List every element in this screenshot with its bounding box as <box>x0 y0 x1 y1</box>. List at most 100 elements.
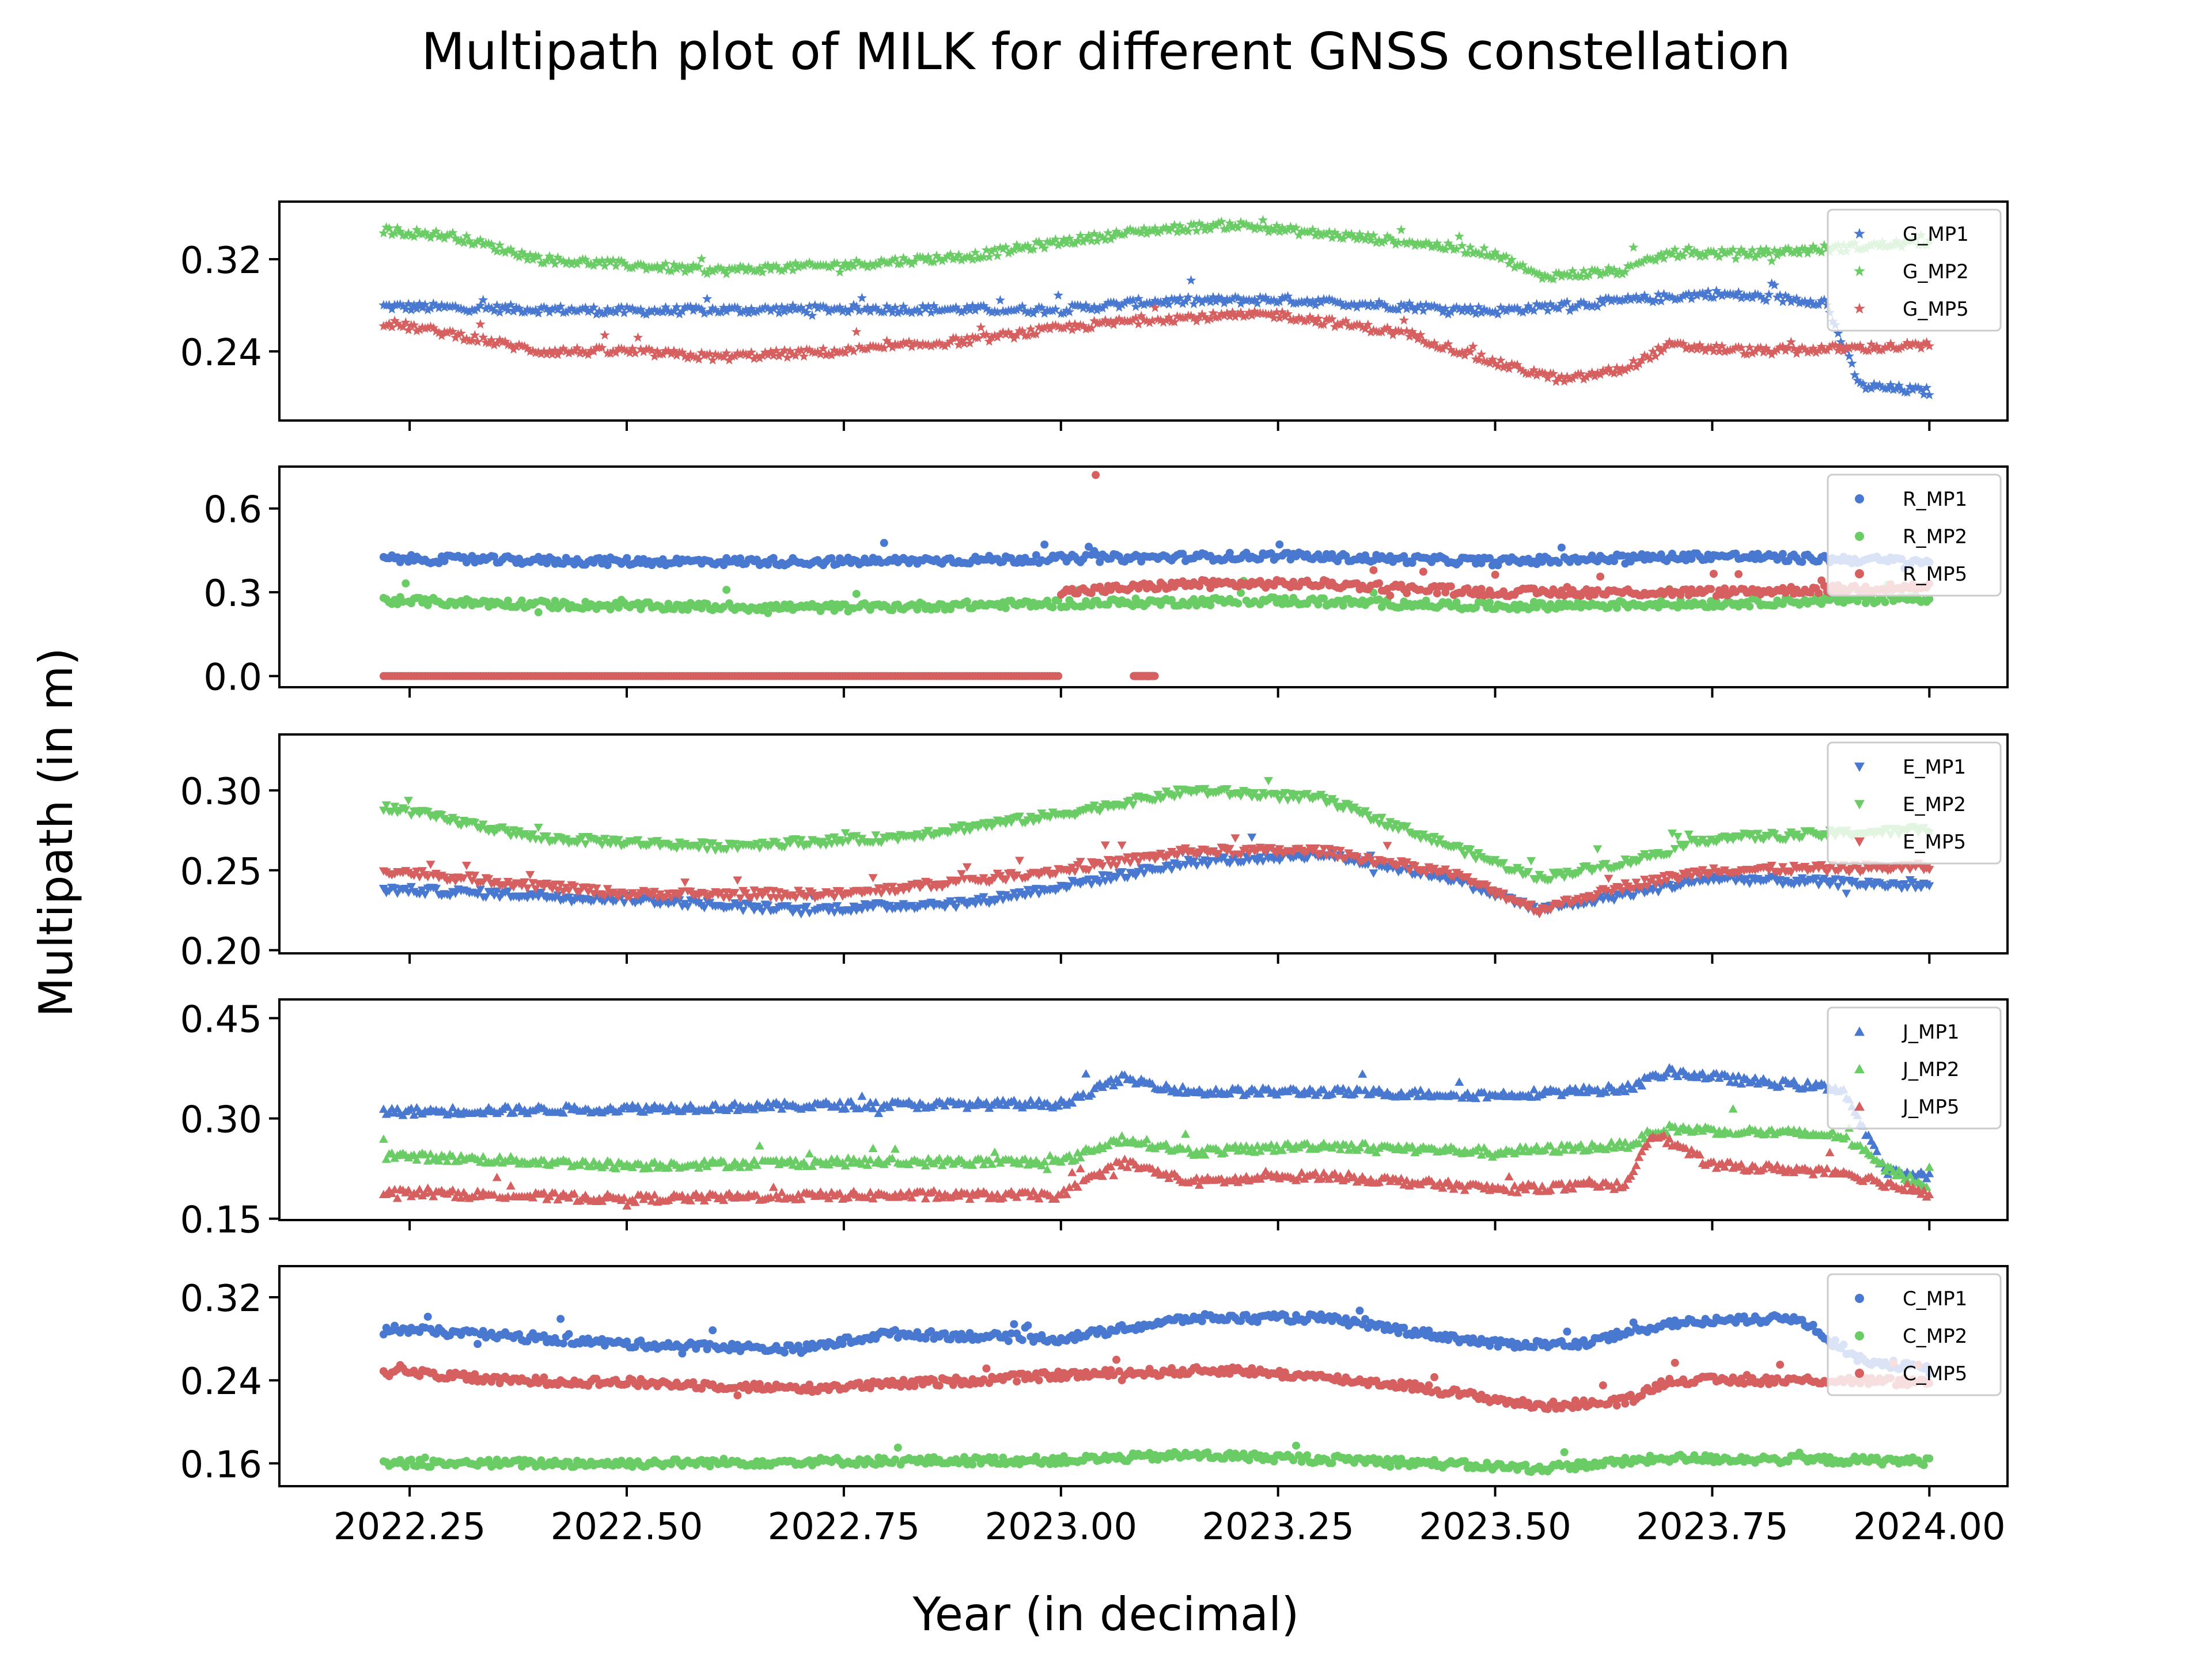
data-point <box>1423 339 1434 349</box>
data-point <box>1382 322 1393 332</box>
data-point <box>1429 241 1440 251</box>
data-point <box>884 339 895 349</box>
data-point <box>893 308 903 317</box>
data-point <box>1399 315 1409 325</box>
data-point <box>1261 791 1271 800</box>
data-point <box>563 256 574 266</box>
data-point <box>923 339 934 349</box>
data-point <box>1907 384 1918 395</box>
data-point <box>683 903 692 911</box>
data-point <box>1755 291 1766 301</box>
data-point <box>569 257 579 267</box>
data-point <box>815 349 826 359</box>
data-point <box>1084 230 1094 240</box>
data-point <box>490 552 498 561</box>
data-point <box>829 345 840 355</box>
data-point <box>970 305 980 315</box>
data-point <box>649 304 660 315</box>
data-point <box>1205 313 1215 323</box>
data-point <box>1584 369 1594 379</box>
data-point <box>1197 220 1207 230</box>
data-point <box>849 300 859 309</box>
data-point <box>1692 290 1702 300</box>
data-point <box>622 302 632 312</box>
data-point <box>1554 303 1564 313</box>
data-point <box>644 343 654 354</box>
data-point <box>411 224 422 234</box>
data-point <box>782 260 793 270</box>
figure-title: Multipath plot of MILK for different GNS… <box>421 22 1790 81</box>
data-point <box>1227 293 1238 304</box>
data-point <box>1001 604 1010 612</box>
data-point <box>1614 266 1625 276</box>
data-point <box>1808 241 1819 251</box>
data-point <box>1377 237 1387 247</box>
data-point <box>1360 234 1370 244</box>
data-point <box>547 304 558 314</box>
data-point <box>1310 844 1320 853</box>
data-point <box>445 301 455 312</box>
data-point <box>1647 297 1658 306</box>
data-point <box>1310 230 1321 240</box>
data-point <box>721 348 732 358</box>
data-point <box>1199 294 1210 304</box>
data-point <box>1738 247 1749 257</box>
data-point <box>1575 369 1586 378</box>
data-point <box>456 235 467 245</box>
data-point <box>699 267 710 276</box>
data-point <box>1711 249 1722 259</box>
data-point <box>1471 308 1481 319</box>
data-point <box>658 555 667 563</box>
data-point <box>1142 228 1152 238</box>
data-point <box>658 260 668 271</box>
data-point <box>608 255 619 265</box>
series-e-mp2 <box>378 777 1934 885</box>
data-point <box>525 346 536 356</box>
data-point <box>1484 250 1495 260</box>
data-point <box>838 261 848 271</box>
data-point <box>470 819 480 827</box>
data-point <box>1863 381 1874 392</box>
data-point <box>1584 300 1594 310</box>
data-point <box>1764 248 1774 257</box>
data-point <box>1045 324 1055 334</box>
data-point <box>603 304 613 313</box>
data-point <box>1219 310 1229 320</box>
data-point <box>1213 217 1224 228</box>
data-point <box>735 307 745 317</box>
data-point <box>1764 289 1774 299</box>
data-point <box>1451 302 1462 312</box>
data-point <box>995 295 1006 305</box>
data-point <box>384 300 395 310</box>
data-point <box>804 301 815 311</box>
data-point <box>580 302 591 312</box>
data-point <box>1761 343 1771 353</box>
data-point <box>929 339 939 350</box>
data-point <box>851 255 862 266</box>
data-point <box>1249 294 1260 304</box>
data-point <box>909 305 920 315</box>
data-point <box>691 352 702 362</box>
data-point <box>1183 226 1194 236</box>
data-point <box>1490 358 1501 369</box>
data-point <box>450 233 461 243</box>
data-point <box>1363 301 1373 311</box>
data-point <box>796 910 806 919</box>
data-point <box>494 240 505 250</box>
data-point <box>757 304 768 313</box>
data-point <box>1407 237 1418 247</box>
data-point <box>1128 295 1138 305</box>
data-point <box>1810 347 1821 357</box>
data-point <box>1714 346 1725 356</box>
data-point <box>566 259 577 269</box>
data-point <box>580 348 591 358</box>
data-point <box>959 253 969 263</box>
data-point <box>973 301 983 312</box>
data-point <box>1755 342 1766 353</box>
data-point <box>957 870 967 878</box>
data-point <box>653 836 662 846</box>
data-point <box>768 303 779 313</box>
data-point <box>1637 257 1647 267</box>
data-point <box>1073 235 1083 245</box>
